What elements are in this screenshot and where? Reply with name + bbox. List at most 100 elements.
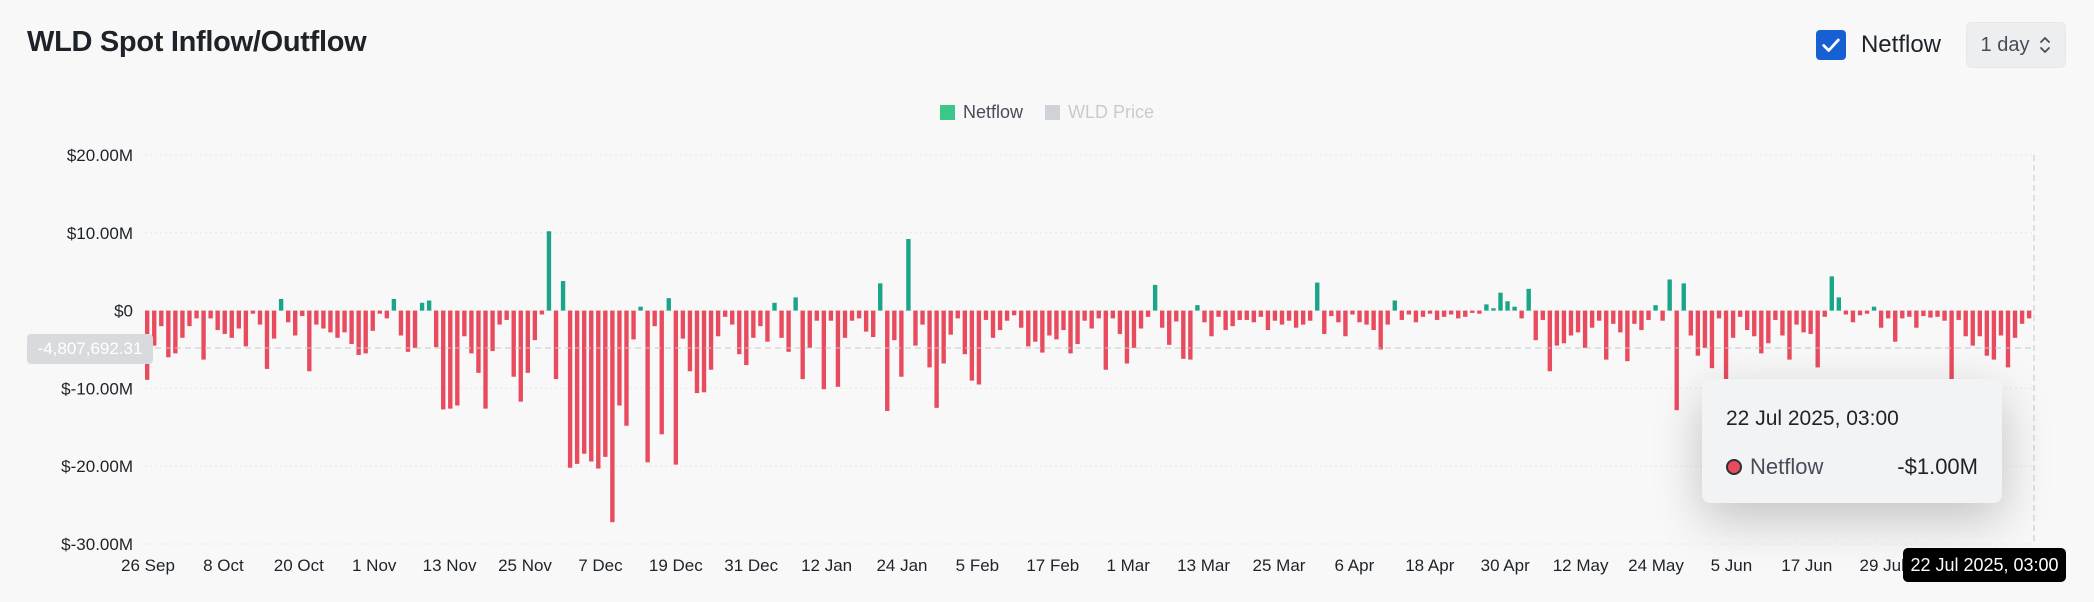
netflow-bar [1216, 310, 1221, 317]
netflow-bar [271, 310, 277, 339]
netflow-bar [1921, 310, 1926, 317]
tooltip-series-name: Netflow [1750, 454, 1824, 479]
netflow-bar [278, 298, 284, 311]
netflow-bar [384, 310, 390, 319]
netflow-bar [638, 306, 643, 311]
x-tick-label: 18 Apr [1405, 556, 1454, 575]
netflow-bar [546, 231, 552, 311]
netflow-bar [497, 310, 502, 325]
netflow-bar [1371, 310, 1376, 331]
netflow-checkbox-label[interactable]: Netflow [1860, 31, 1941, 58]
netflow-bar [596, 310, 601, 469]
netflow-checkbox[interactable] [1815, 30, 1846, 60]
x-tick-label: 20 Oct [274, 556, 324, 575]
legend-item-netflow[interactable]: Netflow [939, 102, 1023, 123]
netflow-bar [680, 310, 686, 339]
netflow-bar [377, 310, 382, 314]
netflow-bar [969, 310, 975, 381]
netflow-bar [1279, 310, 1285, 325]
netflow-bar [1040, 310, 1045, 353]
netflow-bar [1787, 310, 1792, 360]
netflow-bar [1949, 310, 1954, 380]
netflow-bar [1639, 310, 1644, 331]
netflow-bar [1885, 310, 1891, 319]
x-tick-label: 30 Apr [1481, 556, 1530, 575]
netflow-bar [1026, 310, 1031, 347]
netflow-bar [1350, 310, 1355, 315]
netflow-bar [159, 310, 164, 327]
netflow-bar [1456, 310, 1461, 319]
legend-item-wld-price[interactable]: WLD Price [1045, 102, 1154, 123]
netflow-bar [673, 310, 679, 465]
netflow-bar [1660, 310, 1665, 321]
legend-swatch-wld-price [1045, 105, 1060, 120]
netflow-bar [701, 310, 707, 393]
x-tick-label: 13 Nov [423, 556, 477, 575]
netflow-bar [1011, 310, 1017, 316]
x-tick-label: 13 Mar [1177, 556, 1230, 575]
netflow-bar [1759, 310, 1764, 354]
netflow-bar [955, 310, 960, 319]
netflow-bar [962, 310, 967, 355]
netflow-bar [1068, 310, 1073, 354]
netflow-bar [1928, 310, 1933, 318]
netflow-bar [913, 310, 918, 346]
netflow-bar [1977, 310, 1982, 337]
netflow-bar [574, 310, 580, 464]
netflow-bar [1843, 310, 1849, 315]
netflow-bar [1470, 310, 1475, 313]
netflow-bar [659, 310, 664, 435]
netflow-bar [1181, 310, 1186, 359]
netflow-bar [1075, 310, 1080, 345]
netflow-bar [1364, 310, 1369, 325]
netflow-bar [1385, 310, 1390, 325]
netflow-bar [2026, 310, 2032, 319]
netflow-bar [1244, 310, 1249, 320]
netflow-bar [1096, 310, 1101, 319]
netflow-bar [1914, 310, 1919, 328]
tooltip-series-dot [1726, 459, 1742, 475]
netflow-bar [1625, 310, 1630, 362]
netflow-bar [1463, 310, 1468, 317]
netflow-bar [828, 310, 834, 321]
netflow-bar [694, 310, 700, 394]
netflow-bar [152, 310, 157, 346]
netflow-bar [849, 310, 855, 321]
netflow-bar [1632, 310, 1637, 324]
y-tick-label: $-10.00M [61, 379, 133, 398]
netflow-bar [1131, 310, 1137, 348]
netflow-bar [1836, 297, 1842, 311]
netflow-bar [1998, 310, 2004, 336]
netflow-bar [687, 310, 693, 372]
netflow-bar [1336, 310, 1341, 323]
netflow-bar [899, 310, 904, 377]
netflow-bar [525, 310, 530, 373]
netflow-bar [715, 310, 721, 337]
netflow-bar [1124, 310, 1130, 364]
netflow-bar [1258, 310, 1264, 317]
netflow-bar [511, 310, 516, 377]
interval-select[interactable]: 1 day [1966, 22, 2066, 68]
netflow-bar [1251, 310, 1256, 323]
chart-tooltip: 22 Jul 2025, 03:00 Netflow -$1.00M [1702, 379, 2002, 503]
netflow-bar [426, 300, 432, 311]
netflow-bar [786, 310, 791, 352]
netflow-bar [1399, 310, 1404, 320]
netflow-bar [1413, 310, 1419, 323]
netflow-bar [412, 310, 418, 348]
crosshair-x-label: 22 Jul 2025, 03:00 [1903, 548, 2066, 582]
netflow-bar [1991, 310, 1997, 360]
netflow-bar [1970, 310, 1975, 346]
netflow-bar [1441, 310, 1447, 317]
netflow-bar [419, 302, 425, 311]
chart-controls: Netflow 1 day [1815, 22, 2066, 68]
tooltip-row: Netflow -$1.00M [1726, 454, 1978, 480]
netflow-bar [1681, 283, 1686, 311]
netflow-bar [1822, 310, 1827, 317]
netflow-bar [1596, 310, 1602, 321]
netflow-bar [1857, 310, 1863, 316]
netflow-bar [201, 310, 206, 360]
netflow-bar [1019, 310, 1024, 328]
netflow-bar [1871, 306, 1877, 311]
